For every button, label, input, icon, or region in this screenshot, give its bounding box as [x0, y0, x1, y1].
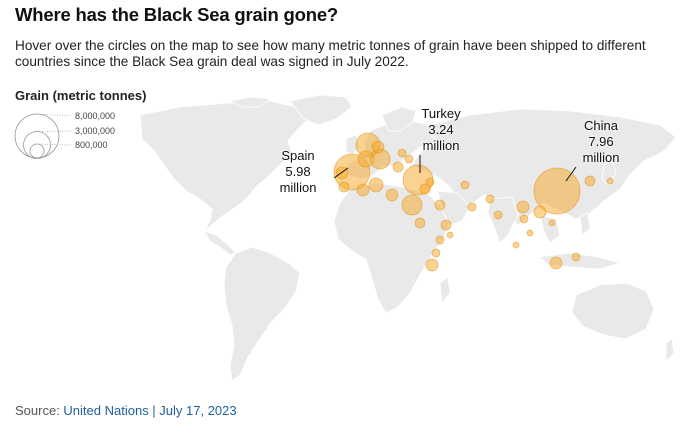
world-map [139, 95, 677, 382]
bubble-taiwan[interactable] [571, 252, 581, 262]
bubble-korea[interactable] [584, 175, 596, 187]
bubble-sri-lanka[interactable] [512, 241, 520, 249]
bubble-iran[interactable] [460, 180, 470, 190]
bubble-sudan[interactable] [414, 217, 426, 229]
bubble-israel[interactable] [419, 183, 431, 195]
new-zealand [665, 338, 675, 362]
india [487, 196, 519, 244]
land-masses [139, 95, 677, 382]
bubble-egypt[interactable] [401, 194, 423, 216]
bubble-vietnam[interactable] [533, 205, 547, 219]
chart-subtitle: Hover over the circles on the map to see… [15, 38, 646, 69]
callout-china-unit: million [582, 150, 620, 165]
callout-turkey-name: Turkey [421, 106, 461, 121]
bubble-romania[interactable] [397, 148, 407, 158]
callout-spain: Spain 5.98 million [268, 148, 328, 196]
philippines [579, 212, 591, 236]
legend-label-medium: 3,000,000 [75, 126, 115, 136]
source-line: Source: United Nations | July 17, 2023 [15, 403, 237, 418]
bubble-france[interactable] [357, 150, 375, 168]
bubble-indonesia[interactable] [549, 256, 563, 270]
south-america [223, 246, 301, 382]
bubble-bangladesh[interactable] [516, 200, 530, 214]
callout-spain-unit: million [279, 180, 317, 195]
bubble-oman[interactable] [467, 202, 477, 212]
legend-title: Grain (metric tonnes) [15, 88, 147, 103]
africa [333, 182, 451, 314]
bubble-algeria[interactable] [356, 183, 370, 197]
bubble-morocco[interactable] [338, 181, 350, 193]
bubble-yemen[interactable] [440, 219, 452, 231]
legend-circle-small [29, 143, 45, 159]
size-legend: 8,000,000 3,000,000 800,000 [14, 111, 115, 159]
legend-label-large: 8,000,000 [75, 111, 115, 121]
grain-bubbles [333, 132, 614, 272]
bubble-libya[interactable] [385, 188, 399, 202]
callout-spain-name: Spain [281, 148, 315, 163]
bubble-germany[interactable] [371, 140, 385, 154]
callout-turkey-unit: million [422, 138, 460, 153]
source-prefix: Source: [15, 403, 64, 418]
madagascar [439, 276, 451, 305]
australia [571, 282, 655, 340]
source-link[interactable]: United Nations | July 17, 2023 [63, 403, 237, 418]
callout-spain-value: 5.98 [285, 164, 311, 179]
callout-turkey: Turkey 3.24 million [411, 106, 471, 154]
bubble-malaysia[interactable] [526, 229, 534, 237]
bubble-japan[interactable] [606, 177, 614, 185]
callout-china: China 7.96 million [571, 118, 631, 166]
bubble-somalia[interactable] [431, 248, 441, 258]
legend-circle-large [14, 113, 60, 159]
bubble-greece[interactable] [392, 161, 404, 173]
bubble-india[interactable] [493, 210, 503, 220]
bubble-thailand[interactable] [519, 214, 529, 224]
bubble-philippines[interactable] [548, 219, 556, 227]
legend-label-small: 800,000 [75, 140, 108, 150]
bubble-bulgaria[interactable] [404, 154, 414, 164]
chart-title: Where has the Black Sea grain gone? [15, 4, 339, 25]
callout-turkey-value: 3.24 [428, 122, 454, 137]
legend-circle-medium [23, 131, 51, 159]
bubble-djibouti[interactable] [446, 231, 454, 239]
bubble-ethiopia[interactable] [435, 235, 445, 245]
callout-lines [333, 155, 577, 182]
callout-china-name: China [584, 118, 618, 133]
central-america [203, 230, 237, 256]
arabia [437, 190, 471, 226]
uk [345, 134, 361, 156]
greenland [289, 95, 353, 126]
scandinavia [381, 106, 417, 132]
callout-china-value: 7.96 [588, 134, 614, 149]
bubble-saudi-arabia[interactable] [434, 199, 446, 211]
bubble-kenya[interactable] [425, 258, 439, 272]
bubble-pakistan[interactable] [485, 194, 495, 204]
bubble-tunisia[interactable] [368, 177, 384, 193]
bubble-china[interactable] [533, 167, 581, 215]
bubble-lebanon[interactable] [425, 177, 435, 187]
southeast-asia [539, 214, 561, 244]
canada-islands [228, 96, 272, 108]
